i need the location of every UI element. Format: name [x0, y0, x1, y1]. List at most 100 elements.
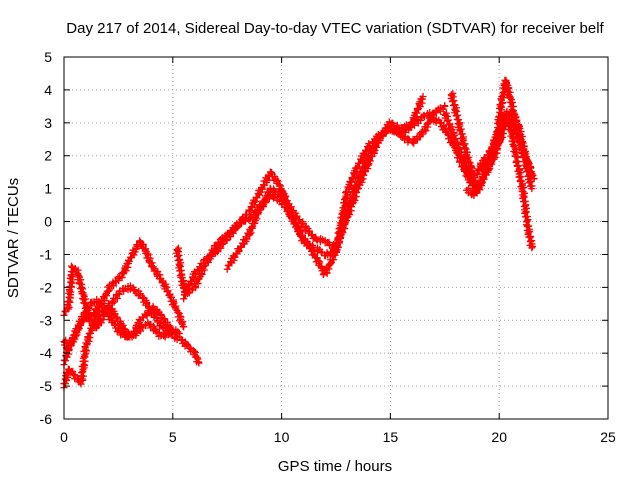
data-point	[498, 93, 506, 101]
data-point	[194, 267, 202, 275]
data-point	[172, 305, 180, 313]
data-point	[102, 291, 110, 299]
data-point	[507, 107, 515, 115]
data-point	[528, 185, 536, 193]
data-point	[105, 302, 113, 310]
data-point	[78, 369, 86, 377]
data-point	[508, 129, 516, 137]
plot-frame	[63, 56, 609, 420]
data-point	[223, 265, 231, 273]
data-point	[151, 325, 159, 333]
data-point	[85, 314, 93, 322]
data-point	[81, 351, 89, 359]
data-point	[68, 335, 76, 343]
data-point	[420, 113, 428, 121]
data-point	[77, 276, 85, 284]
data-point	[182, 286, 190, 294]
y-tick-label: 5	[44, 49, 52, 65]
data-point	[528, 171, 536, 179]
data-point	[447, 125, 455, 133]
data-point	[214, 248, 222, 256]
data-point	[243, 234, 251, 242]
data-point	[317, 263, 325, 271]
data-point	[139, 314, 147, 322]
data-point	[227, 258, 235, 266]
data-point	[64, 298, 72, 306]
data-point	[195, 359, 203, 367]
data-point	[100, 312, 108, 320]
data-point	[270, 186, 278, 194]
data-point	[367, 152, 375, 160]
data-point	[169, 326, 177, 334]
data-point	[65, 303, 73, 311]
data-point	[310, 250, 318, 258]
data-point	[90, 309, 98, 317]
data-point	[133, 242, 141, 250]
y-tick-label: -5	[40, 378, 53, 394]
data-point	[362, 146, 370, 154]
data-point	[441, 102, 449, 110]
data-series	[60, 237, 188, 331]
data-point	[351, 196, 359, 204]
y-tick-label: -6	[40, 411, 53, 427]
data-point	[231, 253, 239, 261]
data-point	[372, 143, 380, 151]
y-tick-label: -1	[40, 246, 53, 262]
data-point	[177, 262, 185, 270]
y-tick-label: -3	[40, 312, 53, 328]
data-point	[102, 308, 110, 316]
data-point	[61, 308, 69, 316]
data-point	[458, 154, 466, 162]
data-point	[253, 210, 261, 218]
data-point	[519, 139, 527, 147]
data-point	[125, 257, 133, 265]
data-point	[257, 185, 265, 193]
data-point	[169, 298, 177, 306]
x-tick-label: 25	[600, 429, 616, 445]
y-tick-label: 2	[44, 148, 52, 164]
data-point	[79, 365, 87, 373]
data-points	[60, 76, 538, 392]
data-point	[131, 286, 139, 294]
data-point	[295, 216, 303, 224]
data-point	[89, 319, 97, 327]
y-tick-label: 3	[44, 115, 52, 131]
data-point	[136, 237, 144, 245]
data-point	[66, 283, 74, 291]
data-point	[472, 187, 480, 195]
data-point	[175, 329, 183, 337]
data-point	[267, 169, 275, 177]
data-point	[85, 338, 93, 346]
data-point	[465, 167, 473, 175]
data-point	[520, 184, 528, 192]
data-point	[75, 272, 83, 280]
data-point	[324, 251, 332, 259]
y-tick-label: -2	[40, 279, 53, 295]
data-point	[178, 336, 186, 344]
data-point	[136, 290, 144, 298]
data-point	[318, 248, 326, 256]
data-point	[243, 211, 251, 219]
data-point	[94, 304, 102, 312]
y-tick-label: -4	[40, 345, 53, 361]
y-axis-label: SDTVAR / TECUs	[5, 178, 22, 298]
data-point	[224, 262, 232, 270]
data-point	[419, 92, 427, 100]
data-point	[509, 98, 517, 106]
x-tick-label: 5	[169, 429, 177, 445]
data-point	[186, 281, 194, 289]
data-point	[126, 253, 134, 261]
data-point	[360, 150, 368, 158]
data-point	[355, 159, 363, 167]
data-point	[436, 119, 444, 127]
data-series	[463, 107, 537, 199]
data-point	[451, 135, 459, 143]
y-tick-label: 4	[44, 82, 52, 98]
data-point	[365, 156, 373, 164]
data-point	[275, 181, 283, 189]
data-point	[76, 319, 84, 327]
data-point	[370, 148, 378, 156]
data-point	[83, 347, 91, 355]
data-point	[193, 354, 201, 362]
